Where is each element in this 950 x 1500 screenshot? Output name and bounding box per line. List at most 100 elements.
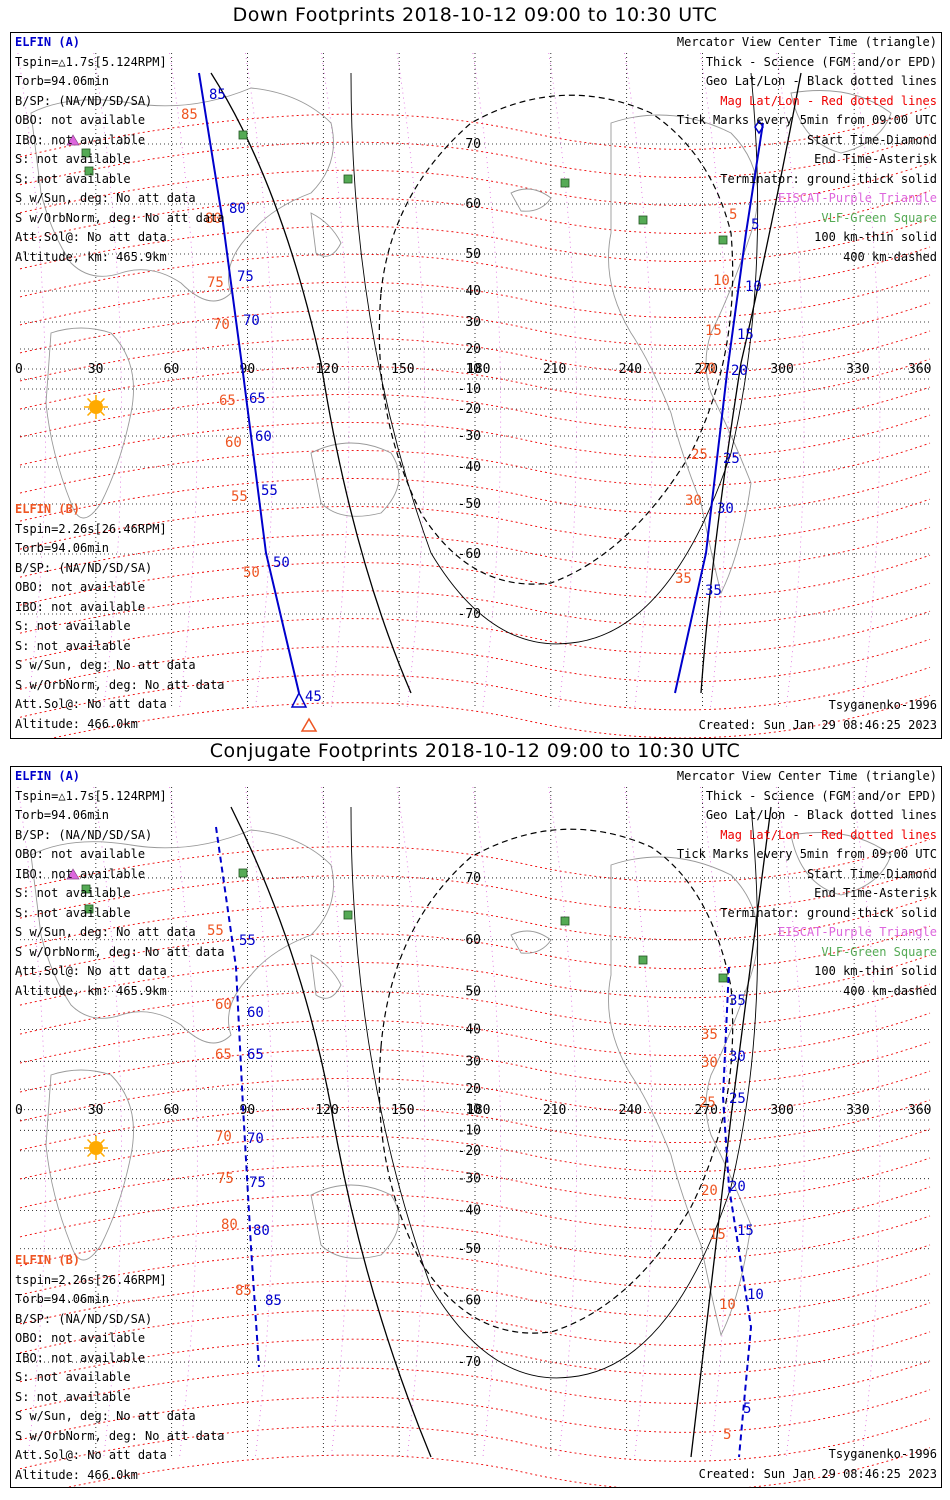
elfin-a-tick-label: 10 <box>747 1287 764 1303</box>
elfin-b-tick-label: 75 <box>217 1171 234 1187</box>
vlf-station-square <box>81 148 91 158</box>
elfin-a-title: ELFIN (A) <box>15 35 81 49</box>
lon-tick-label: 180 <box>467 1103 490 1118</box>
elfin-a-line: S w/OrbNorm, deg: No att data <box>15 210 225 225</box>
elfin-b-tick-label: 85 <box>235 1283 252 1299</box>
eiscat-triangle <box>66 134 80 146</box>
mag-lat-line <box>19 1244 931 1296</box>
elfin-a-info: ELFIN (A) Tspin=△1.7s[5.124RPM] Torb=94.06… <box>15 33 225 267</box>
map-canvas: 0 30 60 90 120 150 180 210 240 270 300 330 360 70 60 50… <box>15 786 931 1487</box>
terminator-line <box>690 806 772 1458</box>
elfin-b-tick-label: 10 <box>713 273 730 289</box>
elfin-b-tick-label: 25 <box>691 447 708 463</box>
elfin-a-tick-label: 65 <box>249 391 266 407</box>
lon-tick-label: 0 <box>15 1103 23 1118</box>
elfin-b-line: S w/Sun, deg: No att data <box>15 658 196 672</box>
lat-tick-label: -70 <box>458 1355 481 1370</box>
elfin-b-tick-label: 75 <box>207 275 224 291</box>
start-time-diamond <box>754 119 764 135</box>
lon-tick-label: 120 <box>315 362 338 377</box>
elfin-b-tick-label: 30 <box>701 1055 718 1071</box>
track-a <box>215 826 753 1458</box>
legend-item: Start Time-Diamond <box>806 866 937 881</box>
elfin-a-track-2 <box>674 122 764 694</box>
mag-lat-line <box>19 162 931 214</box>
lon-tick-label: 210 <box>543 1103 566 1118</box>
mag-lon-line <box>245 786 274 1458</box>
lon-tick-label: 210 <box>543 362 566 377</box>
elfin-a-line: S: not available <box>15 171 131 186</box>
mag-lat-line <box>19 1302 931 1354</box>
mag-lat-line <box>19 498 931 550</box>
coastline <box>310 954 342 999</box>
elfin-b-line: Att.Sol@: No att data <box>15 1448 167 1462</box>
mag-lat-line <box>19 1070 931 1122</box>
legend-item: EISCAT-Purple Triangle <box>778 191 937 205</box>
mag-lat-line <box>19 302 931 354</box>
lat-tick-label: -40 <box>458 460 481 475</box>
lon-tick-label: 60 <box>164 1103 180 1118</box>
legend-item: Mag Lat/Lon - Red dotted lines <box>720 827 937 842</box>
elfin-a-line: S: not available <box>15 905 131 920</box>
elfin-b-line: Torb=94.06min <box>15 541 109 555</box>
mag-lat-line <box>19 954 931 1006</box>
mag-lat-line <box>19 1128 931 1180</box>
lon-tick-label: 300 <box>770 362 793 377</box>
lat-tick-label: 30 <box>465 1054 481 1069</box>
elfin-b-line: S: not available <box>15 619 131 633</box>
elfin-a-tick-label: 20 <box>729 1179 746 1195</box>
elfin-b-info: ELFIN (B) Tspin=2.26s[26.46RPM] Torb=94.06… <box>15 500 225 734</box>
mag-lat-line <box>19 470 931 522</box>
elfin-a-tick-label: 25 <box>723 451 740 467</box>
elfin-a-track <box>215 826 260 1368</box>
mag-lat-line <box>50 694 931 738</box>
elfin-a-line: Torb=94.06min <box>15 74 109 88</box>
elfin-a-track <box>198 72 300 694</box>
lon-tick-label: 240 <box>619 362 642 377</box>
elfin-b-line: S: not available <box>15 1370 131 1384</box>
mag-lat-line <box>19 1215 931 1267</box>
elfin-b-line: S w/OrbNorm, deg: No att data <box>15 1428 225 1443</box>
vlf-station-square <box>343 910 353 920</box>
mag-lat-line <box>19 1389 931 1441</box>
map-legend: Mercator View Center Time (triangle) Thic… <box>677 33 937 267</box>
lon-tick-label: 270 <box>695 362 718 377</box>
elfin-b-line: Att.Sol@: No att data <box>15 697 167 711</box>
model-label: Tsyganenko-1996 <box>828 698 937 712</box>
mag-lat-line <box>19 925 931 977</box>
vlf-station-square <box>238 130 248 140</box>
mag-lon-line <box>472 786 502 1458</box>
mag-lon-line <box>624 52 653 709</box>
terminator-line <box>210 72 412 694</box>
terminator-line <box>230 806 432 1458</box>
legend-item: Terminator: ground-thick solid <box>720 905 937 920</box>
elfin-b-line: OBO: not available <box>15 580 146 594</box>
elfin-a-tick-label: 85 <box>265 1293 282 1309</box>
elfin-a-line: S w/OrbNorm, deg: No att data <box>15 944 225 959</box>
mag-lat-line <box>19 190 931 242</box>
elfin-b-line: IBO: not available <box>15 1350 146 1365</box>
legend-item: End Time-Asterisk <box>814 886 937 900</box>
elfin-a-tick-label: 65 <box>247 1047 264 1063</box>
elfin-a-tick-label: 45 <box>305 689 322 705</box>
elfin-a-tick-label: 55 <box>261 483 278 499</box>
mag-lat-line <box>19 1041 931 1093</box>
mag-lat-line <box>19 358 931 410</box>
elfin-b-line: tspin=2.26s[26.46RPM] <box>15 1272 167 1287</box>
mag-lon-line <box>245 52 274 709</box>
elfin-b-line: Tspin=2.26s[26.46RPM] <box>15 521 167 536</box>
track-a <box>198 72 764 732</box>
elfin-b-line: OBO: not available <box>15 1331 146 1345</box>
mag-lat-line <box>19 442 931 494</box>
legend-item: Tick Marks every 5min from 09:00 UTC <box>676 113 937 127</box>
coastline <box>608 114 759 595</box>
elfin-a-line: Altitude, km: 465.9km <box>15 983 167 998</box>
map-panel-conjugate: 0 30 60 90 120 150 180 210 240 270 300 330 360 70 60 50… <box>10 766 942 1488</box>
elfin-b-tick-label: 70 <box>215 1129 232 1145</box>
elfin-a-tick-label: 35 <box>729 993 746 1009</box>
mag-lat-line <box>19 106 931 158</box>
elfin-b-title: ELFIN (B) <box>15 502 81 516</box>
lat-tick-label: 20 <box>465 1082 481 1097</box>
terminator <box>230 806 772 1458</box>
lon-tick-label: 150 <box>391 1103 414 1118</box>
